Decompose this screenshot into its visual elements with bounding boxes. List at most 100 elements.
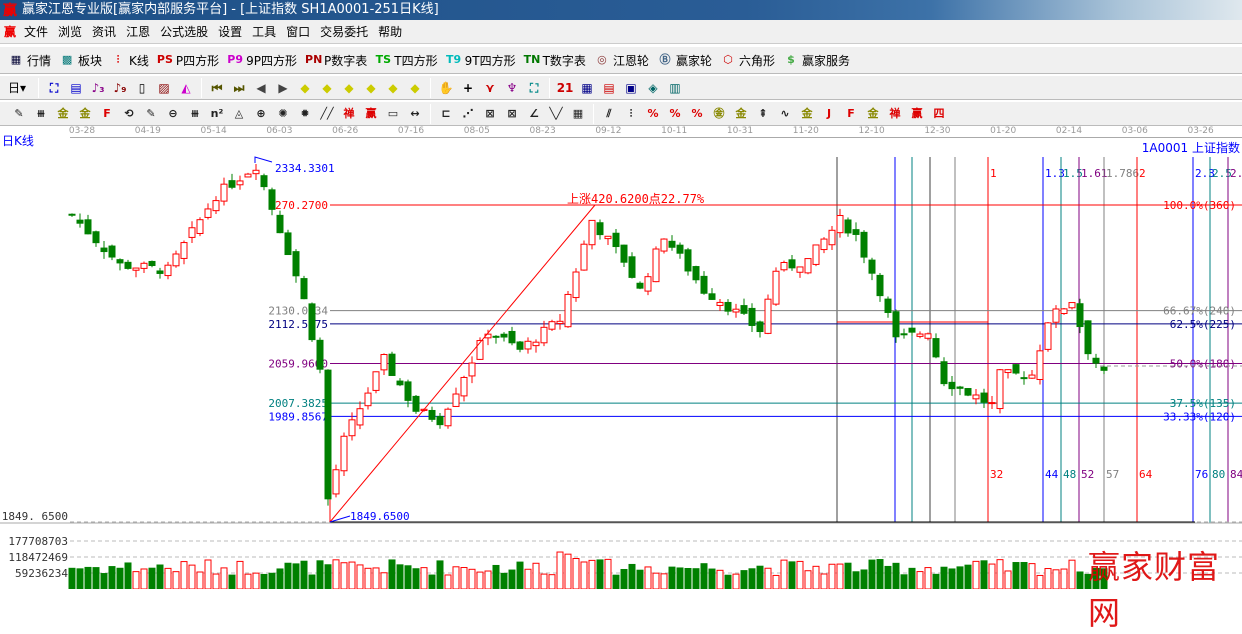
drawing-tool-icon[interactable]: 金 xyxy=(57,106,69,120)
tool-icon[interactable]: ♆ xyxy=(506,80,518,95)
drawing-tool-icon[interactable]: 四 xyxy=(933,106,945,120)
toolbar-button[interactable]: TN T数字表 xyxy=(524,52,586,69)
toolbar-button[interactable]: TS T四方形 xyxy=(375,52,438,69)
drawing-tool-icon[interactable]: ⋰ xyxy=(462,106,474,120)
tool-icon[interactable]: ▤ xyxy=(70,80,82,95)
tool-icon[interactable]: ◆ xyxy=(388,80,398,95)
tool-icon[interactable]: ♪₃ xyxy=(91,80,105,95)
candle xyxy=(1068,302,1076,310)
tool-icon[interactable]: + xyxy=(463,80,474,95)
menu-item[interactable]: 资讯 xyxy=(92,25,117,39)
tool-icon[interactable]: ◈ xyxy=(648,80,658,95)
toolbar-button[interactable]: P9 9P四方形 xyxy=(227,52,297,69)
drawing-tool-icon[interactable]: ╲╱ xyxy=(549,106,563,120)
toolbar-button[interactable]: ◎ 江恩轮 xyxy=(594,52,649,69)
drawing-tool-icon[interactable]: ⫶ xyxy=(629,106,633,120)
tool-icon[interactable]: ◆ xyxy=(300,80,310,95)
toolbar-button[interactable]: ▩ 板块 xyxy=(59,52,102,69)
drawing-tool-icon[interactable]: J xyxy=(826,106,832,120)
tool-icon[interactable]: ◆ xyxy=(322,80,332,95)
drawing-tool-icon[interactable]: ⊠ xyxy=(485,106,495,120)
tool-icon[interactable]: ◆ xyxy=(344,80,354,95)
tool-icon[interactable]: ⋎ xyxy=(485,80,495,95)
tool-icon[interactable]: ⏮ xyxy=(211,80,223,95)
drawing-tool-icon[interactable]: ⧻ xyxy=(36,106,46,120)
drawing-tool-icon[interactable]: ◬ xyxy=(234,106,244,120)
kline-chart[interactable]: 1321.3441.5481.61521.786572642.3762.5802… xyxy=(0,0,1242,589)
menu-item[interactable]: 工具 xyxy=(252,25,277,39)
drawing-tool-icon[interactable]: ∠ xyxy=(529,106,539,120)
toolbar-button[interactable]: $ 赢家服务 xyxy=(783,52,850,69)
toolbar-button[interactable]: PS P四方形 xyxy=(157,52,219,69)
drawing-tool-icon[interactable]: ⊕ xyxy=(256,106,266,120)
drawing-tool-icon[interactable]: % xyxy=(669,106,681,120)
period-dropdown[interactable]: 日 ▾ xyxy=(8,79,26,96)
menu-item[interactable]: 江恩 xyxy=(126,25,151,39)
tool-icon[interactable]: 21 xyxy=(556,80,574,95)
menu-item[interactable]: 浏览 xyxy=(58,25,83,39)
drawing-tool-icon[interactable]: F xyxy=(103,106,111,120)
tool-icon[interactable]: ♪₉ xyxy=(113,80,127,95)
tool-icon[interactable]: ⏭ xyxy=(233,80,245,95)
drawing-tool-icon[interactable]: 金 xyxy=(735,106,747,120)
menu-item[interactable]: 交易委托 xyxy=(320,25,369,39)
drawing-tool-icon[interactable]: ▭ xyxy=(387,106,399,120)
tool-icon[interactable]: ▣ xyxy=(625,80,637,95)
tool-icon[interactable]: ▨ xyxy=(158,80,170,95)
drawing-tool-icon[interactable]: 赢 xyxy=(911,106,923,120)
toolbar-button[interactable]: ⬡ 六角形 xyxy=(720,52,775,69)
drawing-tool-icon[interactable]: 禅 xyxy=(343,106,355,120)
toolbar-button[interactable]: T9 9T四方形 xyxy=(446,52,516,69)
drawing-tool-icon[interactable]: n² xyxy=(210,106,224,120)
toolbar-button[interactable]: ⫶ K线 xyxy=(110,52,149,69)
drawing-tool-icon[interactable]: ⧻ xyxy=(190,106,200,120)
tool-icon[interactable]: ◭ xyxy=(181,80,191,95)
drawing-tool-icon[interactable]: 金 xyxy=(79,106,91,120)
drawing-tool-icon[interactable]: % xyxy=(647,106,659,120)
drawing-tool-icon[interactable]: ⊠ xyxy=(507,106,517,120)
drawing-tool-icon[interactable]: ⊏ xyxy=(441,106,451,120)
tool-icon[interactable]: ⛶ xyxy=(529,80,539,95)
drawing-tool-icon[interactable]: ╱╱ xyxy=(320,106,334,120)
menu-item[interactable]: 文件 xyxy=(24,25,49,39)
menu-item[interactable]: 设置 xyxy=(218,25,243,39)
tool-icon: T9 xyxy=(446,53,462,66)
toolbar-button[interactable]: Ⓑ 赢家轮 xyxy=(657,52,712,69)
drawing-tool-icon[interactable]: ✺ xyxy=(278,106,288,120)
drawing-tool-icon[interactable]: ⟲ xyxy=(124,106,134,120)
tool-icon[interactable]: ◀ xyxy=(256,80,266,95)
drawing-tool-icon[interactable]: ⊖ xyxy=(168,106,178,120)
drawing-tool-icon[interactable]: 禅 xyxy=(889,106,901,120)
drawing-tool-icon[interactable]: ⇞ xyxy=(758,106,768,120)
drawing-tool-icon[interactable]: ⫽ xyxy=(606,106,612,120)
menu-item[interactable]: 公式选股 xyxy=(160,25,209,39)
drawing-tool-icon[interactable]: ✎ xyxy=(14,106,24,120)
menu-item[interactable]: 窗口 xyxy=(286,25,311,39)
drawing-tool-icon[interactable]: 赢 xyxy=(365,106,377,120)
drawing-tool-icon[interactable]: ✹ xyxy=(300,106,310,120)
tool-icon[interactable]: ⛶ xyxy=(49,80,59,95)
drawing-tool-icon[interactable]: % xyxy=(691,106,703,120)
tool-icon[interactable]: ◆ xyxy=(366,80,376,95)
tool-icon[interactable]: ▶ xyxy=(278,80,288,95)
tool-icon[interactable]: ✋ xyxy=(438,80,454,95)
volume-bar xyxy=(1028,563,1036,589)
tool-icon[interactable]: ▦ xyxy=(581,80,593,95)
drawing-tool-icon[interactable]: 金 xyxy=(867,106,879,120)
tool-icon[interactable]: ▤ xyxy=(603,80,615,95)
rise-trend-line[interactable] xyxy=(329,204,596,523)
drawing-tool-icon[interactable]: ∿ xyxy=(780,106,790,120)
toolbar-button[interactable]: ▦ 行情 xyxy=(8,52,51,69)
tool-icon[interactable]: ▥ xyxy=(669,80,681,95)
period-value: 日 xyxy=(8,81,21,95)
drawing-tool-icon[interactable]: F xyxy=(847,106,855,120)
drawing-tool-icon[interactable]: ▦ xyxy=(572,106,584,120)
drawing-tool-icon[interactable]: ↔ xyxy=(410,106,420,120)
drawing-tool-icon[interactable]: 金 xyxy=(801,106,813,120)
tool-icon[interactable]: ◆ xyxy=(410,80,420,95)
tool-icon[interactable]: ▯ xyxy=(138,80,146,95)
drawing-tool-icon[interactable]: ✎ xyxy=(146,106,156,120)
toolbar-button[interactable]: PN P数字表 xyxy=(305,52,367,69)
drawing-tool-icon[interactable]: ㊎ xyxy=(713,106,725,120)
menu-item[interactable]: 帮助 xyxy=(378,25,403,39)
